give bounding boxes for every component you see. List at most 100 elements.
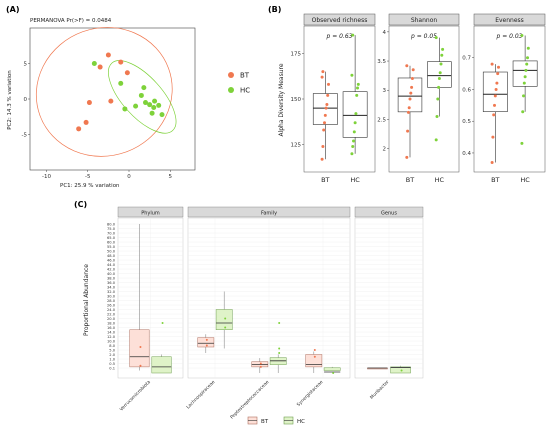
data-point-hc [161,322,164,324]
y-tick-label: 24.0 [107,308,116,312]
data-point-hc [524,68,528,72]
y-tick-label: 2.5 [377,117,386,123]
data-point-hc [352,139,356,143]
facet-title: Observed richness [312,17,368,24]
data-point-hc [351,33,355,37]
y-tick-label: 2.0 [109,353,115,357]
y-axis-label: PC2: 14.3 % variation [7,70,13,130]
facet-genus: Genus Muribacter [354,206,424,401]
y-tick-label: 70.0 [107,232,116,236]
y-tick-label: 125 [291,143,302,149]
scatter-point-bt [124,70,130,76]
panel-letter-c: (C) [74,200,87,209]
data-point-bt [139,346,142,348]
y-tick-label: 1.0 [109,358,115,362]
data-point-bt [325,102,329,106]
data-point-hc [522,81,526,85]
data-point-hc [278,347,281,350]
scatter-point-hc [118,80,124,86]
x-tick-label: Muribacter [369,379,391,401]
x-tick-label: -5 [85,174,91,180]
data-point-bt [322,128,326,132]
panel-letter-b: (B) [268,5,281,14]
data-point-hc [438,71,442,75]
y-tick-label: 20.0 [107,317,116,321]
x-tick-label: BT [491,176,499,184]
box-hc [215,309,233,330]
legend-label-bt: BT [240,72,250,80]
x-tick-label: -10 [42,174,51,180]
facet-strip [473,13,546,26]
x-tick-label: BT [406,176,414,184]
scatter-point-bt [86,100,92,106]
y-tick-label: 42.0 [107,268,116,272]
y-tick-label: 40.0 [107,272,116,276]
scatter-point-hc [159,112,165,118]
y-tick-label: 38.0 [107,277,116,281]
data-point-bt [326,93,330,97]
scatter-point-hc [91,61,97,66]
scatter-point-hc [122,106,128,112]
y-tick-label: 0.1 [109,367,115,371]
data-point-hc [353,121,357,125]
data-point-bt [410,77,414,81]
facet-shannon: Shannon p = 0.05 2 2.5 3 3.5 4 BT HC [377,13,460,184]
data-point-bt [205,344,208,347]
data-point-bt [320,157,324,161]
scatter-point-bt [105,52,111,58]
y-tick-label: 0.7 [462,56,471,62]
y-tick-label: 60.0 [107,241,116,245]
facet-strip [117,206,184,218]
data-point-bt [497,65,500,69]
x-tick-label: HC [435,176,445,184]
p-value-annotation: p = 0.63 [325,33,352,40]
y-tick-label: 0 [24,97,28,103]
data-point-hc [435,115,439,119]
legend-key-bt [228,72,234,78]
data-point-hc [439,62,443,66]
x-tick-label: 0 [127,174,131,180]
y-tick-label: 65.0 [107,236,116,240]
facet-plot-area [388,25,460,173]
box-hc [151,356,172,374]
y-tick-label: 0.5 [462,119,471,125]
y-tick-label: 0.6 [462,87,471,93]
y-tick-label: 44.0 [107,263,116,267]
y-tick-label: 80.0 [107,223,116,227]
facet-phylum: Phylum Verrucomicrobiota [117,206,184,413]
facet-strip [303,13,376,26]
scatter-point-hc [141,85,147,91]
y-tick-label: 28.0 [107,299,116,303]
y-tick-label: 8.0 [109,344,115,348]
y-tick-label: 14.0 [107,331,116,335]
y-tick-label: -5 [22,133,28,139]
y-tick-label: 150 [291,97,302,103]
y-tick-label: 46.0 [107,259,116,263]
data-point-hc [526,46,530,50]
scatter-point-hc [133,103,139,109]
data-point-hc [525,62,529,66]
scatter-point-bt [76,126,82,132]
data-point-hc [351,144,355,148]
data-point-bt [491,135,495,139]
data-point-hc [436,97,440,101]
box-bt [305,354,323,368]
data-point-hc [332,372,335,374]
y-tick-label: 10.0 [107,340,116,344]
legend-label-bt: BT [261,419,269,425]
x-tick-label: BT [321,176,329,184]
scatter-point-bt [97,64,103,70]
facet-evenness: Evenness p = 0.03 0.4 0.5 0.6 0.7 BT HC [462,13,546,184]
p-value-annotation: p = 0.03 [495,33,522,40]
data-point-hc [350,152,354,156]
data-point-bt [410,85,414,89]
scatter-point-hc [147,102,153,108]
data-point-hc [355,93,359,97]
data-point-bt [490,62,494,66]
box-bt [129,329,150,368]
data-point-bt [405,64,409,68]
pcoa-plot-area [29,27,196,171]
abundance-chart: Proportional Abundance 0.10.51.02.05.08.0… [83,206,424,425]
data-point-hc [520,141,524,145]
facet-title: Phylum [141,211,160,217]
